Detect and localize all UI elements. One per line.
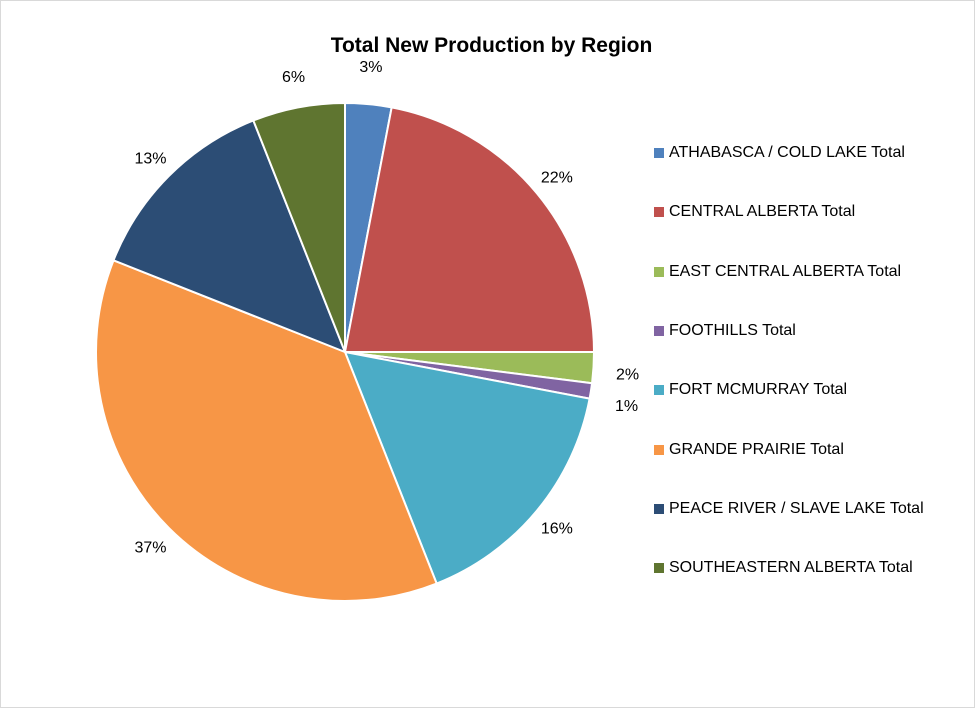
data-label-2: 22% (541, 170, 573, 187)
legend-swatch (654, 325, 664, 336)
legend-swatch (654, 563, 664, 574)
legend-swatch (654, 266, 664, 277)
legend-swatch (654, 148, 664, 158)
legend-label: FOOTHILLS Total (669, 321, 796, 339)
data-label-4: 1% (615, 398, 638, 415)
legend-label: CENTRAL ALBERTA Total (669, 203, 856, 221)
pie-slice-8 (252, 101, 346, 353)
pie-slice-2 (343, 106, 596, 353)
legend-item-6: GRANDE PRAIRIE Total (654, 439, 954, 461)
legend-swatch (654, 385, 664, 396)
legend-item-5: FORT MCMURRAY Total (654, 379, 954, 401)
legend-swatch (654, 444, 664, 455)
pie-slice-7 (112, 119, 347, 354)
chart-title: Total New Production by Region (330, 34, 653, 57)
legend-label: GRANDE PRAIRIE Total (669, 440, 844, 458)
legend-label: FORT MCMURRAY Total (669, 381, 848, 399)
legend-item-8: SOUTHEASTERN ALBERTA Total (654, 557, 954, 579)
legend-item-1: ATHABASCA / COLD LAKE Total (654, 142, 954, 164)
legend-item-4: FOOTHILLS Total (654, 320, 954, 342)
legend-label: ATHABASCA / COLD LAKE Total (669, 144, 905, 161)
data-label-8: 6% (282, 69, 305, 86)
legend-swatch (654, 503, 664, 514)
legend-label: EAST CENTRAL ALBERTA Total (669, 262, 902, 280)
legend-label: PEACE RIVER / SLAVE LAKE Total (669, 499, 924, 517)
data-label-1: 3% (359, 59, 382, 76)
legend-item-2: CENTRAL ALBERTA Total (654, 201, 954, 223)
data-label-7: 13% (134, 151, 166, 168)
data-label-5: 16% (541, 520, 573, 537)
pie-slice-5 (343, 350, 591, 585)
pie-slice-6 (95, 259, 438, 602)
legend-swatch (654, 207, 664, 218)
legend-item-3: EAST CENTRAL ALBERTA Total (654, 261, 954, 283)
legend-item-7: PEACE RIVER / SLAVE LAKE Total (654, 498, 954, 520)
legend-label: SOUTHEASTERN ALBERTA Total (669, 559, 913, 577)
data-label-3: 2% (616, 366, 639, 383)
data-label-6: 37% (134, 540, 166, 557)
